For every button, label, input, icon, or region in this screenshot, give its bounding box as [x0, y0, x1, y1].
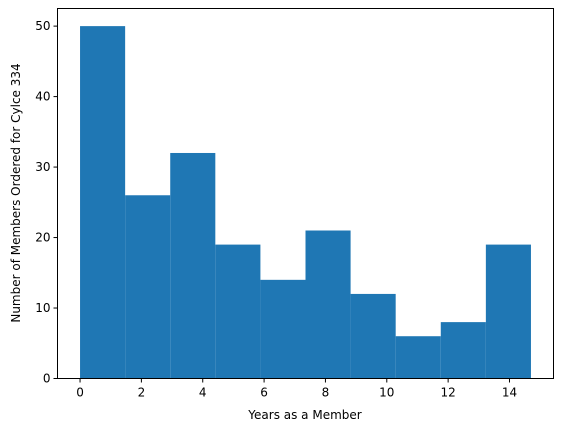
- histogram-bar: [440, 322, 486, 379]
- x-tick-label: 4: [199, 386, 207, 400]
- bars-group: [80, 26, 531, 379]
- histogram-bar: [485, 244, 531, 379]
- histogram-bar: [260, 279, 306, 379]
- x-tick-label: 12: [440, 386, 455, 400]
- histogram-bar: [125, 195, 171, 379]
- histogram-bar: [170, 152, 216, 379]
- histogram-bar: [350, 293, 396, 379]
- y-tick-label: 30: [35, 160, 50, 174]
- y-axis-ticks: 0 10 20 30 40 50: [35, 19, 58, 386]
- y-tick-label: 10: [35, 301, 50, 315]
- x-tick-label: 0: [76, 386, 84, 400]
- x-tick-label: 6: [260, 386, 268, 400]
- histogram-bar: [305, 230, 351, 379]
- x-tick-label: 14: [502, 386, 517, 400]
- y-tick-label: 40: [35, 90, 50, 104]
- y-tick-label: 20: [35, 231, 50, 245]
- y-axis-label: Number of Members Ordered for Cylce 334: [9, 63, 23, 322]
- histogram-bar: [395, 336, 441, 379]
- histogram-bar: [215, 244, 261, 379]
- x-tick-label: 2: [138, 386, 146, 400]
- y-tick-label: 0: [43, 372, 51, 386]
- x-tick-label: 8: [322, 386, 330, 400]
- x-tick-label: 10: [379, 386, 394, 400]
- histogram-bar: [80, 26, 126, 379]
- plot-frame: [57, 8, 554, 379]
- x-axis-ticks: 0 2 4 6 8 10 12 14: [76, 378, 517, 400]
- x-axis-label: Years as a Member: [247, 408, 361, 422]
- y-tick-label: 50: [35, 19, 50, 33]
